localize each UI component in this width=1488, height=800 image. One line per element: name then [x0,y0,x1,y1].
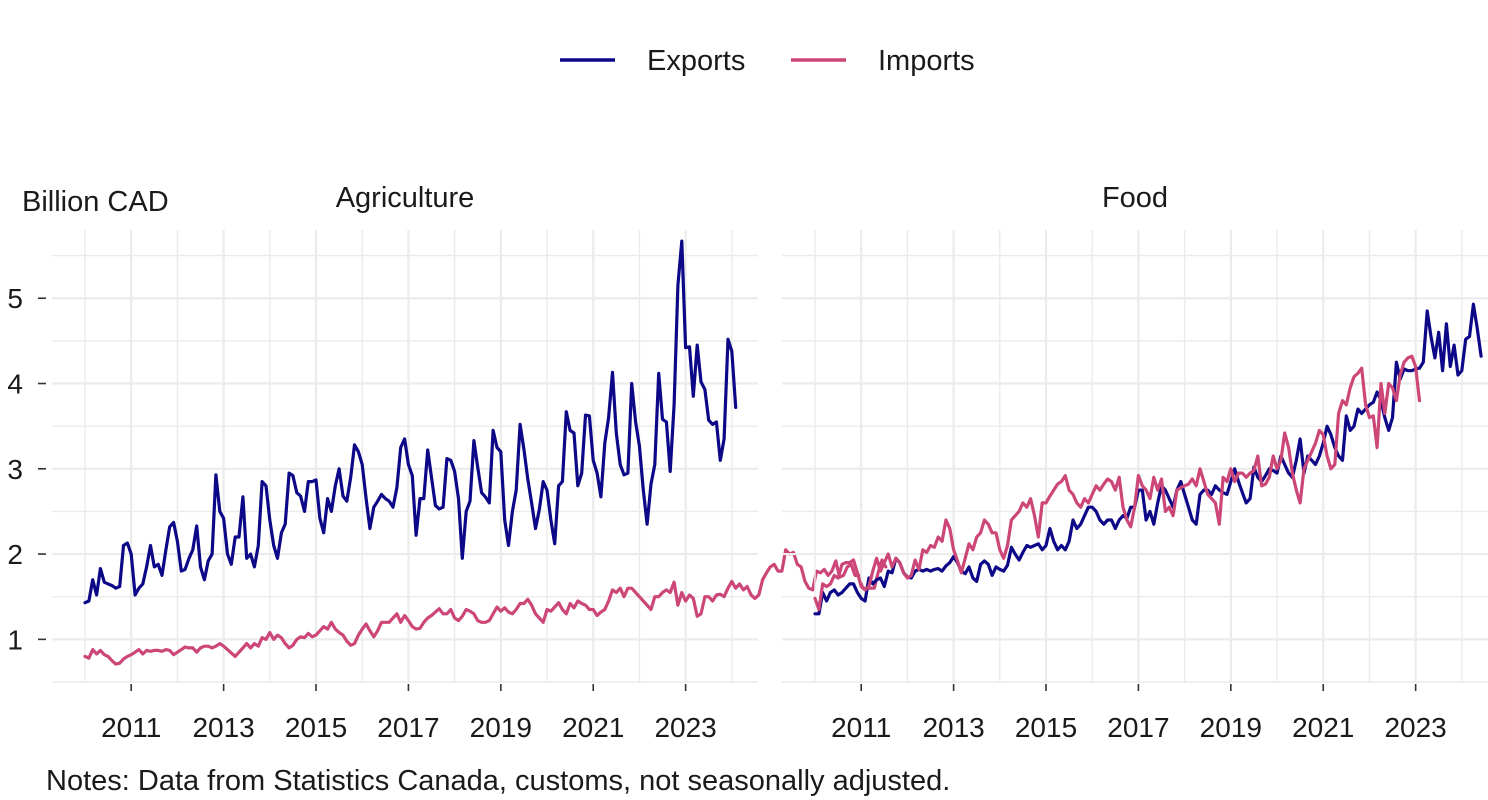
x-tick-label: 2021 [562,712,624,743]
panel-food-series [813,302,1483,616]
panel-agriculture-y-ticks: 1 2 3 4 5 [7,283,46,655]
series-line-exports-food [813,302,1483,616]
y-tick-label: 2 [7,539,23,570]
panel-agriculture-grid [52,230,758,683]
panel-food: Food 2011 2013 2015 2017 2019 2021 2023 [782,182,1488,743]
x-tick-label: 2013 [192,712,254,743]
y-tick-label: 5 [7,283,23,314]
series-line-exports-agriculture [83,239,738,605]
panel-agriculture-series [83,239,888,666]
panel-agriculture-title: Agriculture [336,182,475,214]
x-tick-label: 2011 [831,712,891,743]
x-tick-label: 2011 [101,712,161,743]
x-tick-label: 2019 [470,712,532,743]
y-tick-label: 1 [7,624,23,655]
panel-food-title: Food [1102,182,1168,214]
panel-food-x-ticks: 2011 2013 2015 2017 2019 2021 2023 [831,684,1447,743]
panel-agriculture-x-ticks: 2011 2013 2015 2017 2019 2021 2023 [101,684,717,743]
x-tick-label: 2017 [1107,712,1169,743]
notes: Notes: Data from Statistics Canada, cust… [46,765,950,797]
x-tick-label: 2021 [1292,712,1354,743]
series-line-imports-food [813,354,1422,612]
legend-exports-label: Exports [647,45,745,77]
x-tick-label: 2023 [654,712,716,743]
legend-imports-label: Imports [878,45,975,77]
x-tick-label: 2013 [922,712,984,743]
legend: Exports Imports [560,45,975,77]
y-tick-label: 4 [7,369,23,400]
y-axis-unit-label: Billion CAD [22,186,169,218]
x-tick-label: 2023 [1384,712,1446,743]
x-tick-label: 2015 [1015,712,1077,743]
x-tick-label: 2017 [377,712,439,743]
x-tick-label: 2019 [1200,712,1262,743]
x-tick-label: 2015 [285,712,347,743]
series-line-imports-agriculture [83,548,888,666]
y-tick-label: 3 [7,454,23,485]
panel-food-grid [782,230,1488,683]
